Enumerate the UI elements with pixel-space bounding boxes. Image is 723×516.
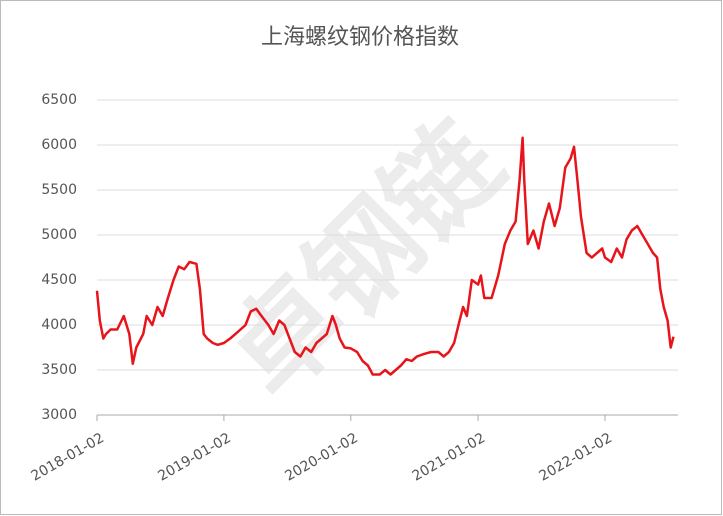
price-line bbox=[95, 136, 675, 376]
y-tick-label: 4000 bbox=[41, 317, 77, 333]
y-tick-label: 3000 bbox=[41, 407, 77, 423]
y-tick-label: 6500 bbox=[41, 92, 77, 108]
y-tick-label: 5500 bbox=[41, 182, 77, 198]
y-tick-label: 5000 bbox=[41, 227, 77, 243]
y-tick-label: 3500 bbox=[41, 362, 77, 378]
y-tick-label: 6000 bbox=[41, 137, 77, 153]
chart-title: 上海螺纹钢价格指数 bbox=[261, 25, 459, 50]
y-tick-label: 4500 bbox=[41, 272, 77, 288]
